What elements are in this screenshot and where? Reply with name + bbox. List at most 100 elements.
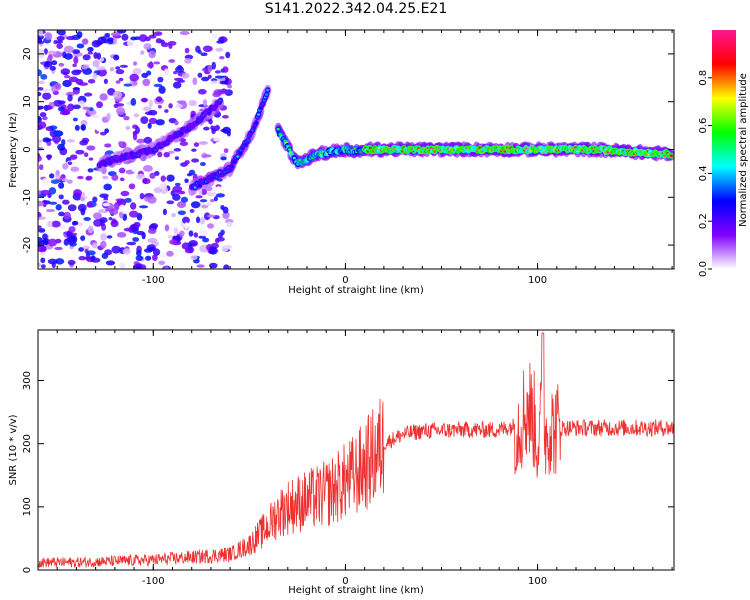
noise-blob [104,128,110,134]
noise-blob [132,132,138,141]
spectrogram-xtick-label: -100 [142,275,165,286]
noise-blob [188,101,198,107]
snr-xlabel: Height of straight line (km) [288,585,424,596]
noise-blob [102,202,110,207]
noise-blob [174,156,180,161]
noise-blob [181,242,191,250]
noise-blob [216,40,224,44]
noise-blob [206,214,216,218]
noise-blob [148,50,156,59]
noise-blob [110,98,116,106]
noise-blob [190,255,198,261]
snr-ytick-label: 300 [22,371,33,390]
noise-blob [146,244,156,251]
noise-blob [118,167,126,174]
noise-blob [226,221,233,228]
noise-blob [72,117,78,122]
noise-blob [40,61,45,65]
noise-blob [93,212,102,220]
feature-peak [266,88,270,92]
noise-blob [67,204,77,212]
noise-blob [157,151,163,158]
snr-ylabel: SNR (10 * v/v) [8,414,19,485]
noise-blob [150,223,159,229]
noise-blob [47,238,58,247]
noise-blob [201,204,209,209]
noise-blob [211,61,217,70]
noise-blob [105,260,116,266]
noise-blob [55,204,62,211]
noise-blob [38,262,42,268]
noise-blob [184,57,192,64]
noise-blob [210,80,219,85]
noise-blob [155,119,165,126]
noise-blob [223,148,229,154]
noise-blob [38,244,47,253]
noise-blob [176,201,187,209]
noise-blob [53,99,63,107]
noise-blob [188,230,194,237]
noise-blob [82,54,91,61]
noise-blob [153,31,163,36]
noise-blob [110,32,121,37]
noise-blob [175,104,183,109]
noise-blob [147,228,157,235]
noise-blob [154,171,160,176]
noise-blob [58,62,65,67]
noise-blob [136,249,142,257]
feature-peak [265,93,269,96]
noise-blob [51,60,58,66]
noise-blob [46,154,52,161]
noise-blob [213,136,221,142]
noise-blob [168,43,173,49]
noise-blob [99,209,106,213]
noise-blob [91,242,98,249]
noise-blob [116,232,127,238]
noise-blob [65,91,75,97]
noise-blob [142,106,152,112]
noise-blob [158,260,166,265]
noise-blob [44,138,52,142]
noise-blob [106,112,111,121]
feature-peak [292,156,296,160]
noise-blob [220,204,225,210]
noise-blob [72,220,79,226]
noise-blob [179,30,190,36]
noise-blob [64,61,69,70]
noise-blob [42,116,48,121]
noise-blob [135,266,142,269]
noise-blob [136,230,145,236]
noise-blob [221,114,229,119]
spectrogram-xtick-label: 100 [528,275,547,286]
colorbar-tick-label: 0.2 [698,213,709,229]
noise-blob [104,143,112,148]
noise-blob [192,77,198,86]
noise-blob [87,51,94,55]
colorbar-tick-label: 0.8 [698,70,709,86]
noise-blob [155,96,163,103]
noise-blob [78,255,86,261]
noise-blob [67,103,75,111]
noise-blob [100,240,107,249]
snr-xtick-label: 0 [342,576,348,587]
noise-blob [75,149,85,155]
noise-blob [163,151,170,158]
noise-blob [66,179,73,184]
noise-blob [220,156,227,161]
noise-blob [177,210,186,216]
noise-blob [63,75,71,79]
noise-blob [119,210,124,219]
noise-blob [83,216,91,221]
spectrogram-ylabel: Frequency (Hz) [8,112,19,188]
noise-blob [79,140,88,146]
noise-blob [169,239,177,245]
noise-blob [82,245,91,250]
noise-blob [193,142,200,147]
noise-blob [51,134,62,143]
noise-blob [197,72,203,78]
noise-blob [86,202,94,208]
noise-blob [136,173,146,180]
snr-ticks: -100 0 100 0 100 200 300 [22,330,674,587]
noise-blob [81,65,88,70]
noise-blob [60,68,71,75]
